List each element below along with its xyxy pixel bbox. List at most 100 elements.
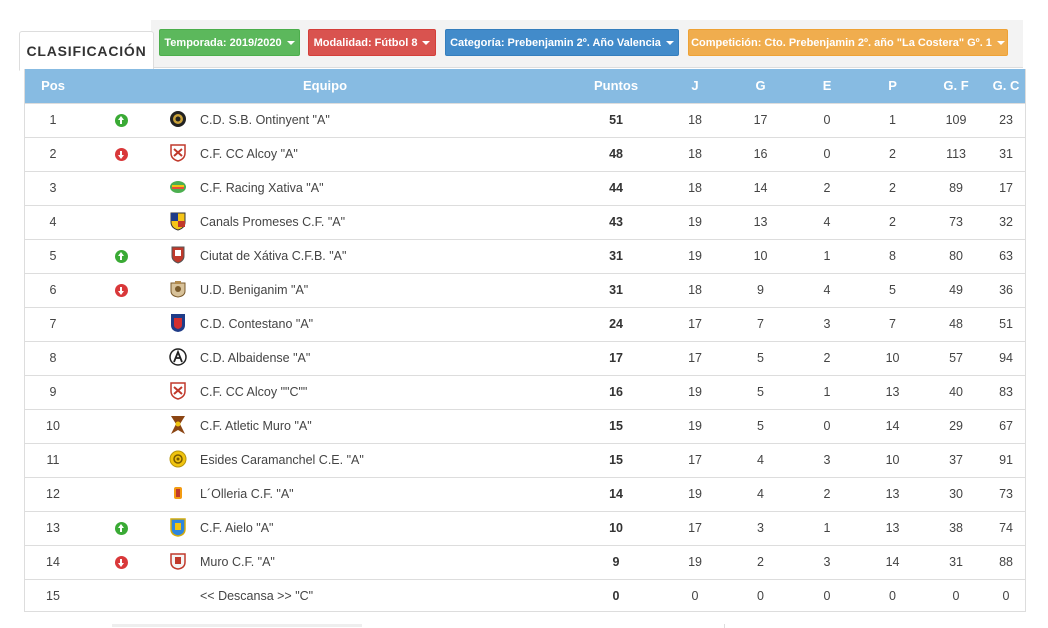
team-name[interactable]: Canals Promeses C.F. "A" — [200, 215, 346, 229]
position-cell: 4 — [49, 215, 57, 229]
played-cell: 18 — [688, 147, 702, 161]
played-cell: 19 — [688, 487, 702, 501]
team-name[interactable]: C.D. S.B. Ontinyent "A" — [200, 113, 330, 127]
table-row[interactable]: 13 C.F. Aielo "A" 10 17 3 1 13 38 74 — [25, 511, 1026, 545]
table-row[interactable]: 11 Esides Caramanchel C.E. "A" 15 17 4 3 10 37 9… — [25, 443, 1026, 477]
table-row[interactable]: 4 Canals Promeses C.F. "A" 43 19 13 4 2 73 32 — [25, 205, 1026, 239]
table-row[interactable]: 8 C.D. Albaidense "A" 17 17 5 2 10 57 94 — [25, 341, 1026, 375]
position-cell: 2 — [49, 147, 57, 161]
goals-against-cell: 63 — [999, 249, 1013, 263]
position-cell: 13 — [46, 521, 60, 535]
table-row[interactable]: 10 C.F. Atletic Muro "A" 15 19 5 0 14 29 67 — [25, 409, 1026, 443]
goals-for-cell: 40 — [949, 385, 963, 399]
bottom-divider — [112, 624, 362, 627]
trend-cell — [81, 443, 161, 477]
team-name[interactable]: C.F. Racing Xativa "A" — [200, 181, 324, 195]
goals-against-cell: 36 — [999, 283, 1013, 297]
goals-against-cell: 31 — [999, 147, 1013, 161]
points-cell: 14 — [609, 487, 623, 501]
drawn-cell: 2 — [823, 351, 831, 365]
table-row[interactable]: 6 U.D. Beniganim "A" 31 18 9 4 5 49 36 — [25, 273, 1026, 307]
played-cell: 0 — [691, 589, 699, 604]
mode-dropdown[interactable]: Modalidad: Fútbol 8 — [308, 29, 436, 56]
table-row[interactable]: 15 << Descansa >> "C" 0 0 0 0 0 0 0 — [25, 579, 1026, 613]
team-name[interactable]: C.D. Contestano "A" — [200, 317, 314, 331]
category-dropdown[interactable]: Categoría: Prebenjamin 2º. Año Valencia — [445, 29, 679, 56]
played-cell: 19 — [688, 385, 702, 399]
header-goals-for[interactable]: G. F — [943, 78, 969, 94]
team-name[interactable]: C.F. CC Alcoy ""C"" — [200, 385, 308, 399]
alcoy-crest-icon — [169, 143, 186, 165]
lost-cell: 1 — [889, 113, 896, 127]
won-cell: 5 — [757, 419, 764, 433]
table-row[interactable]: 3 C.F. Racing Xativa "A" 44 18 14 2 2 89 17 — [25, 171, 1026, 205]
lost-cell: 10 — [885, 453, 900, 467]
points-cell: 31 — [609, 283, 623, 297]
table-body: 1 C.D. S.B. Ontinyent "A" 51 18 17 0 1 109 23 2 C.… — [25, 103, 1026, 613]
goals-against-cell: 23 — [999, 113, 1013, 127]
team-name[interactable]: Esides Caramanchel C.E. "A" — [200, 453, 364, 467]
crest-cell — [161, 477, 194, 511]
table-row[interactable]: 5 Ciutat de Xátiva C.F.B. "A" 31 19 10 1 8 80 63 — [25, 239, 1026, 273]
team-name[interactable]: C.D. Albaidense "A" — [200, 351, 311, 365]
played-cell: 17 — [688, 521, 702, 535]
team-name[interactable]: C.F. Aielo "A" — [200, 521, 274, 535]
team-name[interactable]: << Descansa >> "C" — [200, 589, 314, 604]
lost-cell: 2 — [889, 147, 896, 161]
played-cell: 19 — [688, 215, 702, 229]
standings-table-container: Pos Equipo Puntos J G E P G. F G. C 1 C.D… — [24, 69, 1026, 612]
crest-cell — [161, 511, 194, 545]
goals-for-cell: 89 — [949, 181, 963, 195]
played-cell: 17 — [688, 351, 702, 365]
lost-cell: 2 — [889, 181, 896, 195]
team-name[interactable]: Ciutat de Xátiva C.F.B. "A" — [200, 249, 347, 263]
crest-cell — [161, 341, 194, 375]
points-cell: 48 — [609, 147, 623, 161]
racing-xativa-crest-icon — [169, 179, 187, 198]
won-cell: 4 — [757, 487, 764, 501]
table-row[interactable]: 2 C.F. CC Alcoy "A" 48 18 16 0 2 113 31 — [25, 137, 1026, 171]
header-team[interactable]: Equipo — [302, 78, 348, 94]
won-cell: 16 — [753, 147, 768, 161]
team-name[interactable]: C.F. Atletic Muro "A" — [200, 419, 312, 433]
header-won[interactable]: G — [755, 78, 766, 94]
position-cell: 11 — [46, 453, 60, 467]
drawn-cell: 2 — [823, 181, 831, 195]
season-dropdown[interactable]: Temporada: 2019/2020 — [159, 29, 300, 56]
caret-down-icon — [422, 40, 431, 45]
table-row[interactable]: 7 C.D. Contestano "A" 24 17 7 3 7 48 51 — [25, 307, 1026, 341]
table-row[interactable]: 14 Muro C.F. "A" 9 19 2 3 14 31 88 — [25, 545, 1026, 579]
drawn-cell: 3 — [823, 317, 831, 331]
table-row[interactable]: 9 C.F. CC Alcoy ""C"" 16 19 5 1 13 40 83 — [25, 375, 1026, 409]
team-name[interactable]: U.D. Beniganim "A" — [200, 283, 309, 297]
team-name[interactable]: L´Olleria C.F. "A" — [200, 487, 294, 501]
goals-against-cell: 91 — [999, 453, 1013, 467]
arrow-down-icon — [114, 556, 128, 570]
goals-against-cell: 73 — [999, 487, 1013, 501]
lost-cell: 13 — [885, 521, 900, 535]
caret-down-icon — [665, 40, 674, 45]
won-cell: 5 — [757, 351, 764, 365]
team-name[interactable]: Muro C.F. "A" — [200, 555, 275, 569]
drawn-cell: 1 — [823, 521, 831, 535]
header-lost[interactable]: P — [888, 78, 897, 94]
header-pos[interactable]: Pos — [41, 78, 65, 94]
category-label: Categoría: Prebenjamin 2º. Año Valencia — [450, 36, 661, 49]
header-drawn[interactable]: E — [822, 78, 832, 94]
header-points[interactable]: Puntos — [594, 78, 639, 94]
arrow-up-icon — [114, 250, 128, 264]
goals-against-cell: 32 — [999, 215, 1013, 229]
goals-for-cell: 57 — [949, 351, 963, 365]
team-name[interactable]: C.F. CC Alcoy "A" — [200, 147, 298, 161]
tab-clasificacion[interactable]: CLASIFICACIÓN — [19, 31, 154, 71]
header-played[interactable]: J — [691, 78, 699, 94]
arrow-down-icon — [114, 148, 128, 162]
header-goals-against[interactable]: G. C — [992, 78, 1020, 94]
lost-cell: 7 — [889, 317, 896, 331]
table-row[interactable]: 1 C.D. S.B. Ontinyent "A" 51 18 17 0 1 109 23 — [25, 103, 1026, 137]
goals-for-cell: 31 — [949, 555, 963, 569]
competition-dropdown[interactable]: Competición: Cto. Prebenjamin 2º. año "L… — [688, 29, 1008, 56]
table-row[interactable]: 12 L´Olleria C.F. "A" 14 19 4 2 13 30 73 — [25, 477, 1026, 511]
canals-crest-icon — [170, 211, 186, 234]
position-cell: 1 — [49, 113, 57, 127]
